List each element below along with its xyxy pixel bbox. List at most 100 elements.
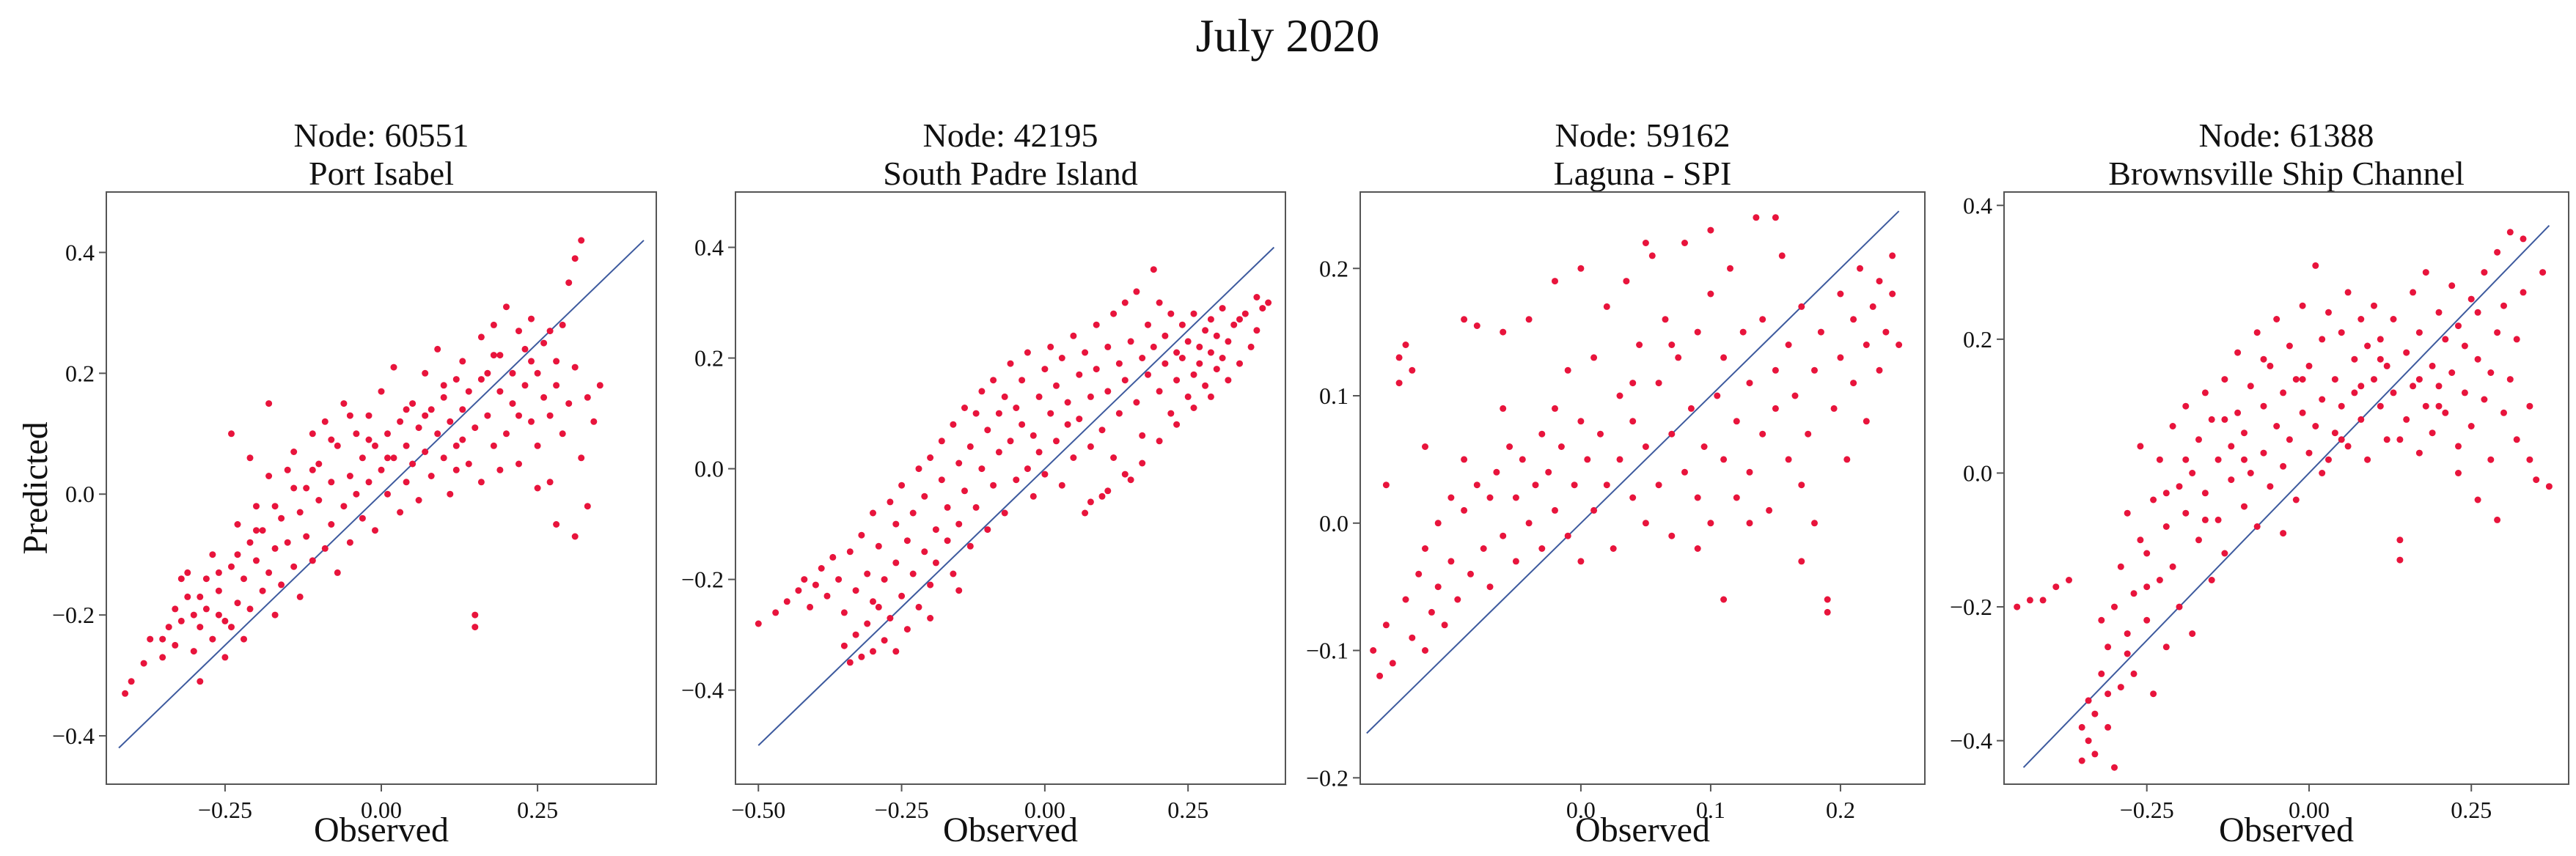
data-point [2299, 376, 2306, 383]
data-point [1824, 596, 1831, 603]
data-point [202, 605, 210, 613]
data-point [1759, 430, 1766, 438]
data-point [2124, 509, 2131, 517]
data-point [2189, 470, 2196, 476]
data-point [1121, 471, 1129, 478]
data-point [259, 587, 266, 594]
data-point [1642, 240, 1649, 246]
data-point [2214, 456, 2222, 463]
data-point [346, 473, 353, 479]
data-point [259, 527, 266, 534]
data-point [246, 605, 254, 613]
data-point [246, 539, 254, 546]
data-point [2137, 536, 2144, 544]
data-point [440, 382, 447, 389]
data-point [2305, 362, 2313, 369]
data-point [2228, 443, 2235, 450]
data-point [2260, 355, 2267, 363]
data-point [559, 321, 566, 328]
data-point [253, 557, 260, 564]
data-point [1064, 421, 1071, 428]
data-point [1434, 583, 1442, 591]
data-point [422, 369, 429, 377]
data-point [1053, 438, 1060, 445]
data-point [2319, 470, 2326, 476]
data-point [2377, 355, 2384, 363]
data-point [2442, 409, 2449, 416]
data-point [927, 581, 934, 588]
y-tick-label: −0.2 [52, 602, 95, 628]
data-point [1461, 316, 1468, 323]
data-point [812, 581, 819, 588]
data-point [1681, 240, 1688, 246]
data-point [1382, 482, 1390, 489]
data-point [1047, 343, 1054, 350]
data-point [172, 605, 179, 613]
plot-frame [1359, 191, 1926, 785]
data-point [440, 394, 447, 401]
data-point [447, 418, 454, 425]
data-point [1616, 456, 1623, 463]
data-point [938, 476, 945, 484]
data-point [1024, 349, 1031, 356]
data-point [434, 430, 441, 438]
data-point [2260, 402, 2267, 410]
data-point [1675, 354, 1682, 361]
data-point [915, 465, 922, 473]
panel-title-line-2: Brownsville Ship Channel [2108, 155, 2465, 192]
data-point [1030, 492, 1037, 500]
data-point [2351, 389, 2358, 396]
data-point [1173, 421, 1181, 428]
data-point [1668, 532, 1676, 539]
data-point [2241, 503, 2247, 510]
data-point [2273, 316, 2280, 322]
data-point [1133, 399, 1140, 406]
data-point [2520, 235, 2527, 243]
data-point [932, 526, 939, 534]
data-point [1121, 377, 1129, 384]
data-point [2195, 436, 2202, 443]
data-point [1785, 456, 1792, 463]
data-point [2487, 456, 2495, 463]
data-point [1422, 647, 1428, 654]
data-point [972, 410, 980, 417]
x-tick-label: 0.25 [2451, 797, 2492, 823]
data-point [1636, 342, 1643, 348]
data-point [1447, 558, 1455, 565]
data-point [2371, 302, 2377, 309]
data-point [197, 678, 204, 685]
data-point [334, 442, 341, 449]
data-point [2026, 597, 2033, 604]
data-point [1597, 430, 1604, 438]
data-point [2014, 603, 2021, 610]
panel-title-line-1: Node: 59162 [1555, 117, 1731, 154]
data-point [1512, 494, 1519, 501]
data-point [1486, 494, 1494, 501]
data-point [1064, 399, 1071, 406]
data-point [1382, 621, 1390, 629]
data-point [1480, 545, 1487, 552]
data-point [1156, 438, 1163, 445]
data-point [390, 454, 397, 462]
panel-title-line-1: Node: 61388 [2199, 117, 2374, 154]
data-point [234, 551, 241, 558]
data-point [265, 400, 273, 407]
figure-suptitle: July 2020 [1196, 10, 1380, 62]
data-point [1778, 252, 1786, 259]
data-point [2221, 416, 2228, 423]
data-point [2195, 536, 2202, 544]
data-point [315, 497, 323, 503]
data-point [390, 364, 397, 371]
data-point [978, 388, 986, 395]
data-point [2253, 523, 2261, 530]
data-point [365, 412, 373, 419]
data-point [1133, 288, 1140, 295]
data-point [2415, 376, 2423, 383]
data-point [584, 394, 591, 401]
data-point [2377, 336, 2384, 343]
data-point [1538, 430, 1546, 438]
data-point [2396, 556, 2404, 564]
data-point [1889, 290, 1896, 298]
data-point [2143, 616, 2151, 624]
data-point [1076, 371, 1083, 378]
